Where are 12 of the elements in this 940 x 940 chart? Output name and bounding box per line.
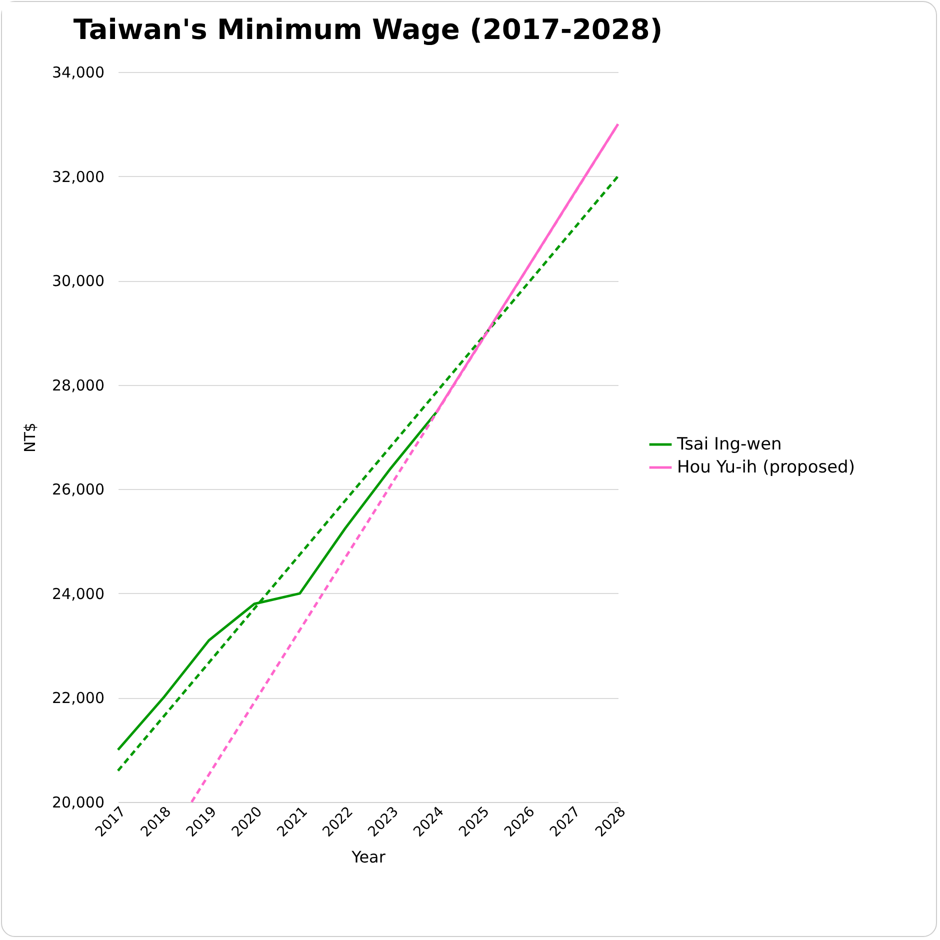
- y-tick-label: 26,000: [52, 480, 104, 499]
- legend-label: Hou Yu-ih (proposed): [677, 458, 855, 478]
- y-tick-label: 24,000: [52, 584, 104, 603]
- legend-label: Tsai Ing-wen: [676, 434, 782, 454]
- y-tick-label: 32,000: [52, 168, 104, 186]
- x-axis-title: Year: [350, 848, 386, 867]
- y-tick-label: 22,000: [52, 689, 104, 708]
- y-axis-title: NT$: [21, 422, 40, 452]
- y-tick-label: 30,000: [52, 272, 104, 290]
- y-tick-label: 34,000: [52, 64, 104, 82]
- y-tick-label: 28,000: [52, 376, 104, 394]
- chart-title: Taiwan's Minimum Wage (2017-2028): [73, 13, 663, 46]
